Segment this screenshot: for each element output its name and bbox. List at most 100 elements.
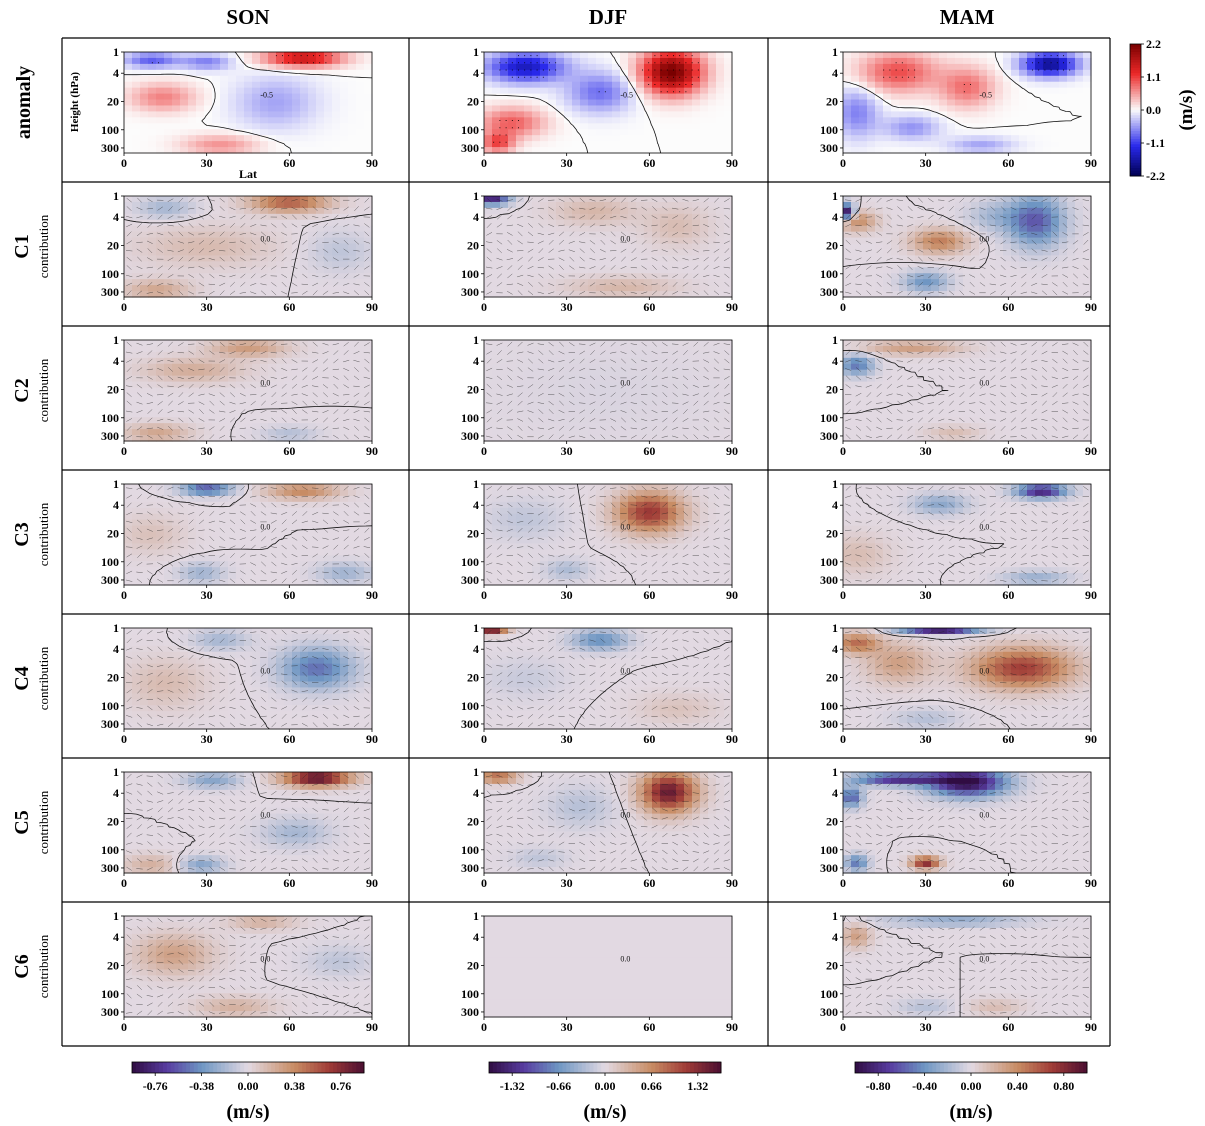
colorbar-tick-label: -0.38 [189, 1079, 214, 1093]
y-tick-label: 1 [113, 765, 119, 779]
contour-zero [842, 195, 990, 269]
panel-border [842, 339, 1092, 442]
panel-border [842, 51, 1092, 154]
y-tick-label: 100 [820, 555, 838, 569]
contour-label: 0.0 [979, 378, 989, 387]
wind-vectors [844, 773, 1090, 872]
panel-border [842, 771, 1092, 874]
contour-label: 0.0 [620, 810, 630, 819]
column-title-djf: DJF [589, 5, 628, 29]
wind-vectors [485, 629, 731, 728]
x-tick-label: 30 [201, 588, 213, 602]
y-tick-label: 1 [832, 765, 838, 779]
panel-border [123, 915, 373, 1018]
panel-mam-c1: 0.0 0 30 60 90 1 4 20 100 300 [820, 189, 1097, 314]
y-tick-label: 300 [461, 1005, 479, 1019]
x-tick-label: 90 [1085, 1020, 1097, 1034]
y-tick-label: 300 [101, 573, 119, 587]
x-tick-label: 0 [840, 300, 846, 314]
x-tick-label: 30 [201, 732, 213, 746]
panel-border [842, 195, 1092, 298]
x-tick-label: 30 [561, 300, 573, 314]
x-tick-label: 0 [481, 732, 487, 746]
panel-border [123, 483, 373, 586]
contour-zero [484, 627, 733, 730]
y-tick-label: 100 [101, 555, 119, 569]
x-tick-label: 60 [1002, 588, 1014, 602]
y-tick-label: 100 [820, 987, 838, 1001]
x-tick-label: 90 [366, 156, 378, 170]
wind-vectors [844, 197, 1090, 296]
wind-vectors [485, 341, 731, 440]
x-tick-label: 0 [481, 588, 487, 602]
panel-son-c5: 0.0 0 30 60 90 1 4 20 100 300 [101, 765, 378, 890]
panel-border [483, 627, 733, 730]
heatmap-cells [124, 772, 373, 874]
y-tick-label: 1 [473, 189, 479, 203]
y-tick-label: 4 [832, 66, 838, 80]
y-tick-label: 4 [473, 642, 479, 656]
y-tick-label: 4 [113, 642, 119, 656]
y-tick-label: 20 [826, 238, 838, 252]
x-tick-label: 60 [283, 156, 295, 170]
panel-border [483, 339, 733, 442]
contour-label: 0.0 [979, 666, 989, 675]
y-axis-label: Height (hPa) [69, 72, 81, 133]
contour-zero [842, 349, 949, 415]
row-sublabel: contribution [36, 934, 51, 998]
x-tick-label: 30 [201, 300, 213, 314]
colorbar-tick-label: 2.2 [1146, 37, 1161, 51]
contour-label: 0.0 [260, 234, 270, 243]
x-tick-label: 0 [121, 732, 127, 746]
y-tick-label: 4 [473, 354, 479, 368]
contour-zero [483, 51, 662, 154]
x-tick-label: 30 [561, 732, 573, 746]
panel-mam-c3: 0.0 0 30 60 90 1 4 20 100 300 [820, 477, 1097, 602]
y-tick-label: 1 [113, 621, 119, 635]
x-tick-label: 90 [726, 588, 738, 602]
y-tick-label: 300 [101, 141, 119, 155]
y-tick-label: 4 [113, 354, 119, 368]
x-tick-label: 90 [366, 1020, 378, 1034]
x-tick-label: 30 [201, 444, 213, 458]
x-tick-label: 0 [840, 156, 846, 170]
x-tick-label: 60 [283, 732, 295, 746]
y-tick-label: 1 [832, 621, 838, 635]
y-tick-label: 20 [107, 94, 119, 108]
x-tick-label: 30 [920, 588, 932, 602]
y-tick-label: 1 [473, 765, 479, 779]
y-tick-label: 100 [101, 411, 119, 425]
y-tick-label: 300 [101, 429, 119, 443]
row-label: C3 [11, 522, 33, 546]
row-sublabel: contribution [36, 214, 51, 278]
panel-djf-anomaly: -0.5 0 30 60 90 1 4 20 100 300 [461, 45, 738, 170]
contour-zero [166, 627, 270, 730]
y-tick-label: 100 [820, 699, 838, 713]
x-tick-label: 0 [481, 1020, 487, 1034]
y-tick-label: 300 [820, 141, 838, 155]
heatmap-cells [843, 196, 1092, 298]
panel-mam-c5: 0.0 0 30 60 90 1 4 20 100 300 [820, 765, 1097, 890]
contour-label: 0.0 [260, 666, 270, 675]
x-tick-label: 90 [1085, 732, 1097, 746]
x-tick-label: 30 [920, 732, 932, 746]
contour-label: 0.0 [260, 378, 270, 387]
contour-label: 0.0 [260, 954, 270, 963]
x-tick-label: 60 [1002, 300, 1014, 314]
wind-vectors [485, 485, 731, 584]
wind-vectors [125, 485, 371, 584]
colorbar-tick-label: -0.40 [912, 1079, 937, 1093]
y-tick-label: 4 [832, 786, 838, 800]
panel-border [483, 915, 733, 1018]
column-title-mam: MAM [940, 5, 995, 29]
y-tick-label: 300 [820, 429, 838, 443]
y-tick-label: 1 [832, 477, 838, 491]
x-tick-label: 60 [643, 732, 655, 746]
heatmap-cells [484, 628, 733, 730]
contour-zero [842, 915, 1091, 1017]
y-tick-label: 300 [461, 573, 479, 587]
contour-label: 0.0 [620, 234, 630, 243]
contour-zero [123, 195, 373, 298]
wind-vectors [125, 629, 371, 728]
